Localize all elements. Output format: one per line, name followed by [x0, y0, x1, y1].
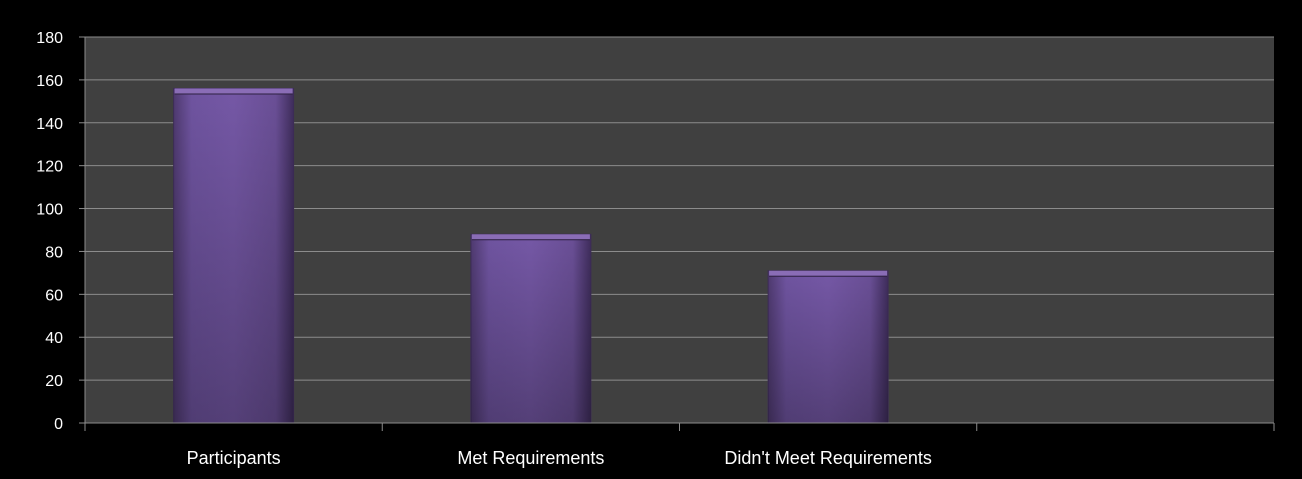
- y-tick-label: 40: [45, 330, 63, 347]
- x-category-label: Met Requirements: [457, 448, 604, 468]
- bar-top-cap: [769, 270, 888, 276]
- y-tick-label: 0: [54, 416, 63, 433]
- y-tick-label: 100: [36, 202, 63, 219]
- bar-met-requirements: [470, 233, 592, 424]
- y-tick-label: 140: [36, 116, 63, 133]
- bar-participants: [173, 87, 295, 424]
- bar-top-cap: [471, 234, 590, 240]
- bar-shade: [470, 234, 591, 423]
- y-tick-label: 120: [36, 159, 63, 176]
- y-tick-label: 60: [45, 287, 63, 304]
- x-category-label: Participants: [187, 448, 281, 468]
- y-tick-label: 80: [45, 244, 63, 261]
- axes: [79, 36, 1275, 431]
- x-category-label: Didn't Meet Requirements: [724, 448, 932, 468]
- y-tick-label: 20: [45, 373, 63, 390]
- y-tick-label: 160: [36, 73, 63, 90]
- bar-shade: [768, 270, 889, 423]
- bar-shade: [173, 88, 294, 423]
- bar-top-cap: [174, 88, 293, 94]
- axis-labels: 0 20 40 60 80 100 120 140 160 180 Participants Met …: [36, 30, 932, 468]
- bar-didn-t-meet-requirements: [767, 270, 889, 424]
- bars: [173, 87, 889, 424]
- y-tick-label: 180: [36, 30, 63, 47]
